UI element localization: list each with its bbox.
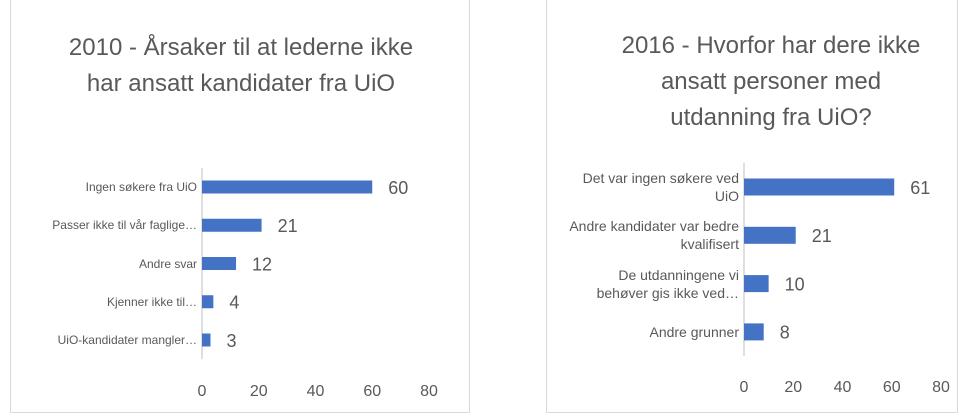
x-tick-label: 60	[363, 383, 381, 400]
value-label: 4	[229, 293, 239, 313]
bar	[744, 178, 895, 196]
x-tick-label: 40	[307, 383, 325, 400]
bar	[202, 257, 237, 270]
value-label: 12	[252, 254, 272, 274]
category-box: De utdanningene vi behøver gis ikke ved…	[596, 266, 739, 301]
value-label: 21	[278, 216, 298, 236]
chart-panel: 2010 - Årsaker til at lederne ikke har a…	[10, 0, 470, 413]
bar	[202, 295, 214, 309]
category-label: De utdanningene vi behøver gis ikke ved…	[596, 266, 739, 301]
category-label: Kjenner ikke til…	[106, 294, 197, 309]
category-box: Det var ingen søkere ved UiO	[582, 169, 739, 204]
x-tick-label: 0	[740, 379, 749, 396]
x-tick-label: 60	[883, 379, 901, 396]
category-box: UiO-kandidater mangler…	[57, 333, 197, 347]
value-label: 10	[785, 274, 805, 294]
category-label: Passer ikke til vår faglige…	[52, 218, 197, 233]
x-tick-label: 20	[784, 379, 802, 396]
bar	[744, 275, 769, 293]
title-box: 2016 - Hvorfor har dere ikke ansatt pers…	[621, 32, 921, 131]
bar	[744, 226, 796, 244]
category-box: Ingen søkere fra UiO	[85, 180, 197, 194]
bar	[202, 333, 211, 347]
chart-title: 2010 - Årsaker til at lederne ikke har a…	[68, 34, 414, 97]
category-box: Andre kandidater var bedre kvalifisert	[569, 218, 739, 253]
chart-title: 2016 - Hvorfor har dere ikke ansatt pers…	[621, 32, 921, 131]
value-label: 60	[388, 178, 408, 198]
category-label: Andre svar	[138, 256, 197, 271]
chart: 2016 - Hvorfor har dere ikke ansatt pers…	[569, 32, 950, 396]
x-tick-label: 0	[198, 383, 207, 400]
title-box: 2010 - Årsaker til at lederne ikke har a…	[68, 34, 414, 97]
x-tick-label: 80	[932, 379, 950, 396]
category-box: Andre grunner	[649, 323, 739, 340]
x-tick-label: 80	[420, 383, 438, 400]
category-label: Andre kandidater var bedre kvalifisert	[569, 218, 739, 253]
category-label: Andre grunner	[649, 323, 739, 340]
value-label: 8	[780, 323, 790, 343]
category-box: Andre svar	[138, 256, 197, 271]
category-box: Kjenner ikke til…	[106, 294, 197, 309]
chart-panel: 2016 - Hvorfor har dere ikke ansatt pers…	[546, 0, 958, 413]
bar	[202, 218, 262, 232]
x-tick-label: 20	[250, 383, 268, 400]
value-label: 3	[227, 331, 237, 351]
category-label: Ingen søkere fra UiO	[85, 180, 197, 194]
chart: 2010 - Årsaker til at lederne ikke har a…	[52, 34, 438, 400]
category-label: UiO-kandidater mangler…	[57, 333, 197, 347]
category-box: Passer ikke til vår faglige…	[52, 218, 197, 233]
x-tick-label: 40	[834, 379, 852, 396]
bar	[202, 180, 373, 194]
category-label: Det var ingen søkere ved UiO	[582, 169, 739, 204]
value-label: 61	[910, 178, 930, 198]
bar	[744, 323, 764, 341]
value-label: 21	[812, 226, 832, 246]
